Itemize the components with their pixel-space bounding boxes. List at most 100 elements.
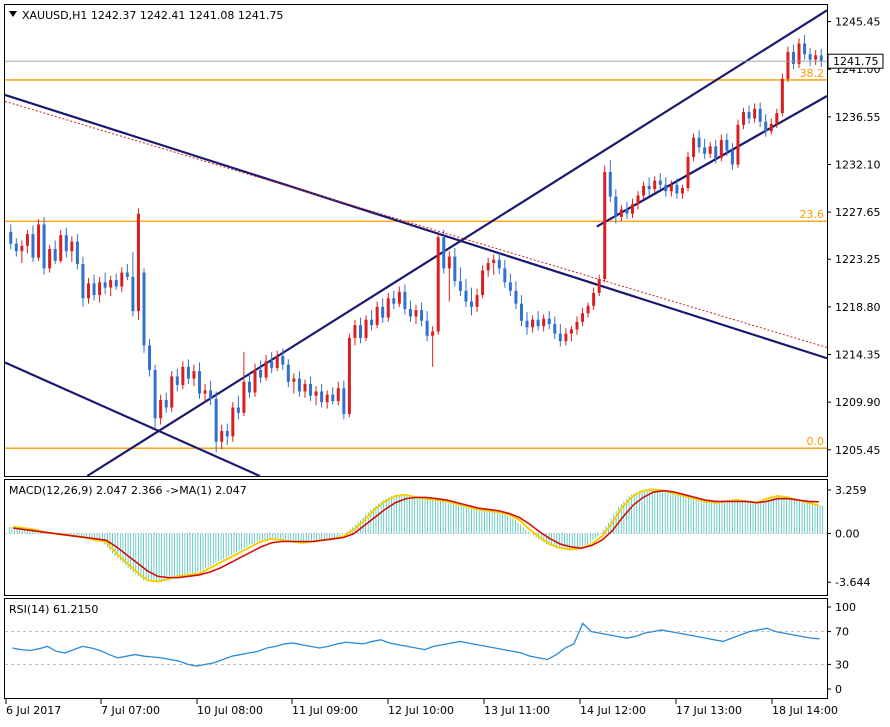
time-tick-label: 13 Jul 11:00 bbox=[484, 704, 550, 717]
candle-body bbox=[503, 268, 507, 283]
candle-body bbox=[203, 390, 207, 394]
candle-body bbox=[48, 249, 52, 269]
candle-body bbox=[553, 323, 557, 334]
candle-body bbox=[153, 370, 157, 419]
candle-body bbox=[170, 376, 174, 408]
candle-body bbox=[547, 318, 551, 324]
candle-body bbox=[231, 407, 235, 437]
candle-body bbox=[775, 113, 779, 124]
fib-level-label: 0.0 bbox=[807, 435, 825, 448]
candle-body bbox=[75, 241, 79, 265]
candle-body bbox=[725, 139, 729, 151]
candle-body bbox=[753, 108, 757, 119]
candle-body bbox=[431, 331, 435, 336]
fib-level-label: 23.6 bbox=[800, 208, 825, 221]
candle-body bbox=[186, 366, 190, 379]
candle-body bbox=[664, 184, 668, 192]
candle-body bbox=[636, 195, 640, 205]
candle-body bbox=[25, 234, 29, 246]
candle-body bbox=[569, 329, 573, 334]
candle-body bbox=[597, 279, 601, 293]
candle-body bbox=[420, 310, 424, 321]
candle-body bbox=[247, 381, 251, 393]
candle-body bbox=[392, 298, 396, 304]
rsi-tick-label: 0 bbox=[835, 683, 842, 696]
candle-body bbox=[592, 292, 596, 306]
candle-body bbox=[575, 321, 579, 330]
candle-body bbox=[508, 282, 512, 291]
candle-body bbox=[353, 325, 357, 338]
candle-body bbox=[736, 124, 740, 165]
candle-body bbox=[403, 291, 407, 310]
candle-body bbox=[814, 55, 818, 60]
candle-body bbox=[303, 383, 307, 392]
price-tick-label: 1214.35 bbox=[835, 349, 881, 362]
candle-body bbox=[425, 320, 429, 336]
candle-body bbox=[747, 112, 751, 119]
candle-body bbox=[347, 337, 351, 414]
candle-body bbox=[630, 204, 634, 214]
candle-body bbox=[31, 234, 35, 258]
last-price-box bbox=[827, 53, 884, 69]
candle-body bbox=[453, 256, 457, 282]
candle-body bbox=[242, 381, 246, 413]
candle-body bbox=[309, 383, 313, 396]
candle-body bbox=[386, 298, 390, 318]
candle-body bbox=[181, 366, 185, 386]
candle-body bbox=[519, 303, 523, 321]
trendline-red-dashed bbox=[4, 100, 828, 349]
candle-body bbox=[680, 188, 684, 194]
candle-body bbox=[514, 290, 518, 304]
rsi-panel: 100 70 30 0 bbox=[5, 601, 856, 696]
rsi-tick-label: 70 bbox=[835, 626, 849, 639]
time-tick-label: 18 Jul 14:00 bbox=[772, 704, 838, 717]
price-panel-frame bbox=[4, 4, 828, 477]
candle-body bbox=[142, 272, 146, 346]
macd-signal-line bbox=[13, 489, 819, 579]
candle-body bbox=[686, 157, 690, 189]
candle-body bbox=[647, 185, 651, 190]
candle-body bbox=[614, 196, 618, 217]
candle-body bbox=[464, 290, 468, 302]
trendline-up-channel-support bbox=[596, 95, 828, 228]
macd-tick-label: 3.259 bbox=[835, 484, 867, 497]
time-tick-label: 10 Jul 08:00 bbox=[197, 704, 263, 717]
candle-body bbox=[358, 325, 362, 338]
price-tick-label: 1236.55 bbox=[835, 111, 881, 124]
candle-body bbox=[558, 333, 562, 342]
candle-body bbox=[375, 306, 379, 326]
candle-body bbox=[442, 237, 446, 269]
candle-body bbox=[714, 146, 718, 159]
candle-body bbox=[325, 394, 329, 403]
candle-body bbox=[259, 370, 263, 378]
candle-body bbox=[619, 209, 623, 217]
candle-body bbox=[175, 376, 179, 386]
candle-body bbox=[220, 431, 224, 442]
candle-body bbox=[481, 270, 485, 296]
candle-body bbox=[331, 394, 335, 402]
candle-body bbox=[225, 431, 229, 437]
candle-body bbox=[769, 123, 773, 132]
candle-body bbox=[581, 313, 585, 322]
candle-body bbox=[336, 388, 340, 402]
candle-body bbox=[370, 319, 374, 326]
candle-body bbox=[808, 54, 812, 60]
trendline-down-channel-lower bbox=[4, 361, 261, 478]
candle-body bbox=[381, 306, 385, 318]
candle-body bbox=[486, 262, 490, 271]
candle-body bbox=[764, 121, 768, 132]
candle-body bbox=[525, 320, 529, 328]
candle-body bbox=[703, 147, 707, 154]
candle-body bbox=[780, 78, 784, 114]
candle-body bbox=[209, 390, 213, 399]
candle-body bbox=[164, 399, 168, 408]
rsi-tick-label: 100 bbox=[835, 601, 856, 614]
collapse-arrow-icon[interactable] bbox=[9, 11, 17, 17]
time-tick-label: 11 Jul 09:00 bbox=[292, 704, 358, 717]
symbol-header: XAUUSD,H1 1242.37 1242.41 1241.08 1241.7… bbox=[22, 9, 283, 22]
candle-body bbox=[53, 249, 57, 261]
time-tick-label: 14 Jul 12:00 bbox=[580, 704, 646, 717]
candle-body bbox=[253, 370, 257, 393]
